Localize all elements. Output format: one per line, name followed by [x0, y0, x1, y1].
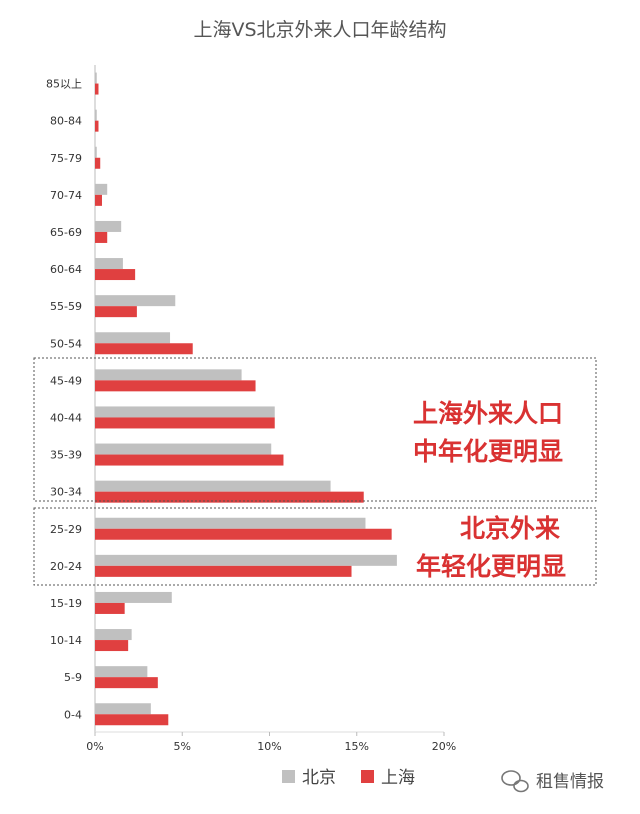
bar-shanghai — [95, 602, 125, 614]
bar-beijing — [95, 480, 331, 492]
bar-shanghai — [95, 269, 136, 281]
legend-label-beijing: 北京 — [302, 768, 336, 788]
annotation-shanghai-line1: 上海外来人口 — [413, 399, 563, 428]
bar-shanghai — [95, 565, 352, 577]
x-tick-label: 0% — [86, 740, 103, 753]
bar-beijing — [95, 554, 397, 566]
x-tick-label: 15% — [345, 740, 369, 753]
legend-swatch-shanghai — [361, 770, 374, 783]
bar-beijing — [95, 591, 172, 603]
x-tick-labels: 0% 5% 10% 15% 20% — [86, 740, 456, 753]
bar-beijing — [95, 666, 148, 678]
bar-shanghai — [95, 157, 101, 169]
x-tick-label: 10% — [257, 740, 281, 753]
category-label: 50-54 — [50, 337, 82, 350]
bar-shanghai — [95, 343, 193, 355]
legend: 北京 上海 — [282, 768, 415, 788]
highlight-box-30-49 — [33, 357, 597, 502]
category-label: 70-74 — [50, 189, 82, 202]
category-label: 60-64 — [50, 263, 82, 276]
bar-beijing — [95, 406, 275, 418]
category-label: 5-9 — [64, 671, 82, 684]
bar-beijing — [95, 369, 242, 381]
category-labels: 85以上 80-84 75-79 70-74 65-69 60-64 55-59 50-54 4… — [46, 78, 82, 722]
bar-shanghai — [95, 120, 99, 132]
bar-beijing — [95, 183, 108, 195]
chart-title: 上海VS北京外来人口年龄结构 — [193, 19, 446, 41]
bar-shanghai — [95, 491, 364, 503]
x-tick-label: 5% — [174, 740, 191, 753]
bars — [95, 72, 397, 726]
bar-shanghai — [95, 417, 275, 429]
category-label: 10-14 — [50, 634, 82, 647]
category-label: 15-19 — [50, 597, 82, 610]
category-label: 85以上 — [46, 78, 82, 91]
bar-shanghai — [95, 677, 158, 689]
category-label: 40-44 — [50, 411, 82, 424]
bar-beijing — [95, 146, 97, 158]
watermark: 租售情报 — [501, 770, 604, 793]
legend-swatch-beijing — [282, 770, 295, 783]
category-label: 0-4 — [64, 708, 82, 721]
x-tick-label: 20% — [432, 740, 456, 753]
bar-beijing — [95, 220, 122, 232]
bar-shanghai — [95, 640, 129, 652]
bar-beijing — [95, 703, 151, 715]
bar-shanghai — [95, 194, 102, 206]
category-label: 30-34 — [50, 486, 82, 499]
category-label: 25-29 — [50, 523, 82, 536]
bar-beijing — [95, 72, 97, 84]
bar-shanghai — [95, 528, 392, 540]
bar-beijing — [95, 258, 123, 270]
category-label: 55-59 — [50, 300, 82, 313]
bar-shanghai — [95, 231, 108, 243]
bar-beijing — [95, 109, 97, 121]
category-label: 35-39 — [50, 449, 82, 462]
category-label: 45-49 — [50, 374, 82, 387]
watermark-text: 租售情报 — [536, 772, 604, 792]
category-label: 75-79 — [50, 152, 82, 165]
category-label: 20-24 — [50, 560, 82, 573]
bar-shanghai — [95, 380, 256, 392]
bar-beijing — [95, 332, 171, 344]
bar-shanghai — [95, 454, 284, 466]
wechat-icon — [501, 770, 529, 793]
bar-shanghai — [95, 714, 169, 726]
bar-beijing — [95, 295, 176, 307]
bar-shanghai — [95, 306, 137, 318]
highlight-box-20-29 — [33, 507, 597, 586]
bar-shanghai — [95, 83, 99, 95]
category-label: 65-69 — [50, 226, 82, 239]
legend-label-shanghai: 上海 — [381, 768, 415, 788]
category-label: 80-84 — [50, 115, 82, 128]
annotation-beijing-line1: 北京外来 — [460, 514, 561, 543]
grid — [94, 65, 445, 736]
bar-beijing — [95, 443, 272, 455]
annotation-beijing-line2: 年轻化更明显 — [416, 552, 566, 581]
bar-beijing — [95, 629, 132, 641]
bar-beijing — [95, 517, 366, 529]
annotation-shanghai-line2: 中年化更明显 — [413, 437, 563, 466]
